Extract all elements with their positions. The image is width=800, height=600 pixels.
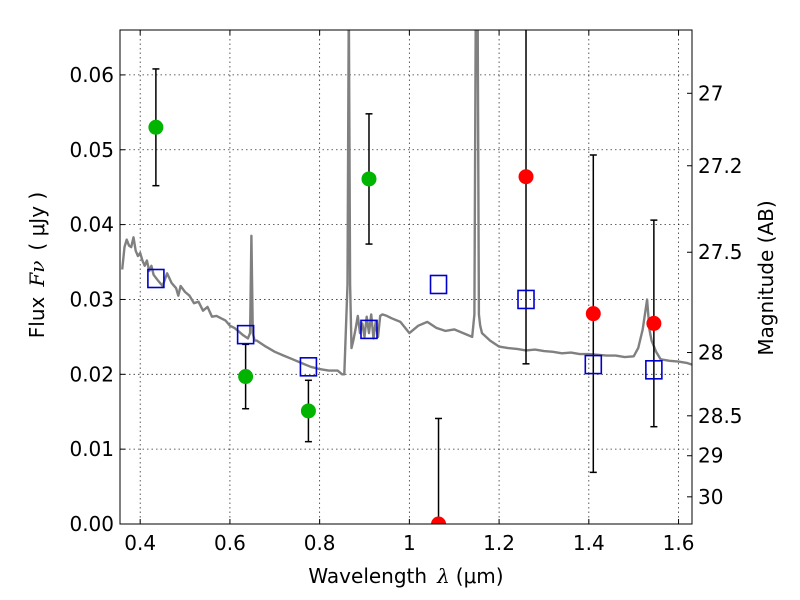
model-band-square	[645, 360, 663, 380]
y2-tick-label: 29	[698, 444, 723, 468]
photometry-layer	[148, 119, 662, 524]
y-axis-title: Flux Fν ( μJy )	[25, 192, 49, 338]
y2-axis-title: Magnitude (AB)	[754, 200, 778, 355]
y2-axis-ticks: 27 27.2 27.5 28 28.5 29 30	[687, 81, 743, 509]
y-tick-label: 0.00	[69, 512, 114, 536]
model-band-square	[517, 289, 535, 310]
y-axis-title-text: Flux	[25, 296, 49, 338]
photometry-point-green	[300, 403, 316, 419]
y2-tick-label: 28.5	[698, 404, 743, 428]
model-band-layer	[147, 268, 663, 380]
x-tick-label: 1.2	[483, 531, 515, 555]
y2-tick-label: 27	[698, 81, 723, 105]
x-tick-label: 1.6	[663, 531, 695, 555]
y-tick-label: 0.05	[69, 138, 114, 162]
photometry-point-red	[646, 315, 662, 331]
x-tick-label: 1	[403, 531, 416, 555]
x-tick-label: 1.4	[573, 531, 605, 555]
model-band-square	[236, 324, 255, 345]
model-band-square	[429, 274, 448, 295]
y-axis-title-unit: ( μJy )	[25, 192, 49, 251]
model-band-square	[147, 268, 165, 289]
y2-tick-label: 30	[698, 485, 723, 509]
x-axis-title-text: Wavelength	[308, 564, 427, 588]
model-sed-layer	[121, 30, 692, 376]
grid-lines	[120, 30, 692, 524]
x-axis-title-unit: (μm)	[456, 564, 504, 588]
model-band-square	[584, 354, 603, 375]
photometry-point-red	[518, 169, 534, 185]
plot-background	[120, 30, 692, 524]
y-axis-ticks: 0.00 0.01 0.02 0.03 0.04 0.05 0.06	[69, 63, 125, 536]
plot-frame	[119, 29, 693, 525]
y-axis-title-symbol: Fν	[25, 261, 49, 288]
photometry-point-green	[148, 119, 164, 135]
y-tick-label: 0.06	[69, 63, 114, 87]
y-tick-label: 0.01	[69, 437, 114, 461]
x-tick-label: 0.4	[124, 531, 156, 555]
photometry-point-red	[585, 306, 601, 322]
model-band-square	[360, 319, 378, 340]
photometry-point-green	[238, 369, 254, 385]
y-tick-label: 0.04	[69, 213, 114, 237]
x-axis-title: Wavelength λ (μm)	[308, 564, 503, 588]
photometry-point-green	[361, 171, 377, 187]
y2-tick-label: 27.5	[698, 240, 743, 264]
x-axis-ticks: 0.4 0.6 0.8 1 1.2 1.4 1.6	[124, 30, 694, 555]
x-tick-label: 0.6	[214, 531, 246, 555]
y2-tick-label: 27.2	[698, 154, 743, 178]
photometry-point-red	[431, 516, 447, 524]
y-tick-label: 0.03	[69, 287, 114, 311]
y2-tick-label: 28	[698, 341, 723, 365]
x-axis-title-symbol: λ	[436, 564, 450, 588]
x-tick-label: 0.8	[304, 531, 336, 555]
model-band-square	[299, 357, 318, 377]
y-tick-label: 0.02	[69, 362, 114, 386]
model-sed-line	[121, 30, 692, 376]
